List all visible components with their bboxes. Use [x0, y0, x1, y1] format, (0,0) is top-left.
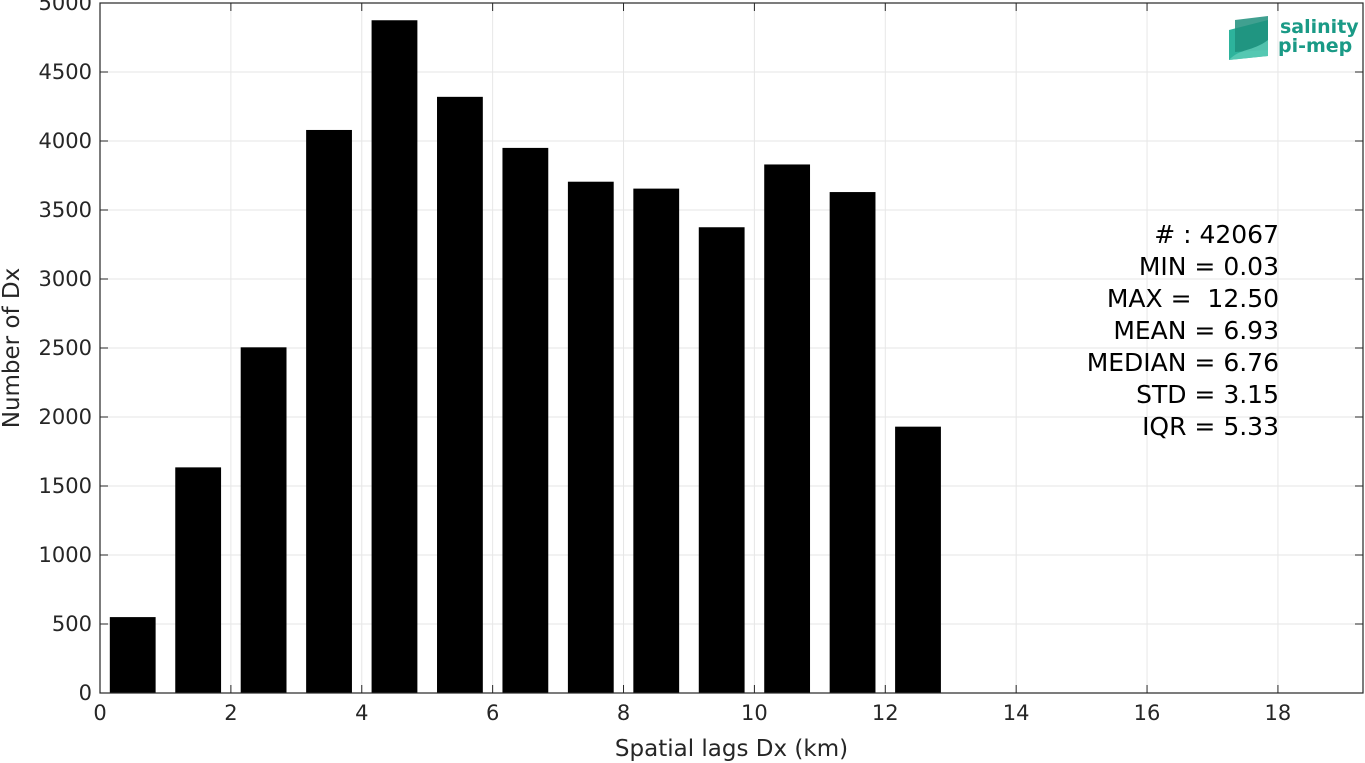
bar: [109, 617, 156, 693]
bar: [175, 467, 222, 693]
x-tick-label: 4: [355, 701, 368, 725]
bar: [698, 227, 745, 693]
x-tick-label: 2: [224, 701, 237, 725]
logo-mark-icon: [1229, 16, 1268, 60]
y-tick-label: 3500: [39, 198, 92, 222]
y-tick-label: 1500: [39, 474, 92, 498]
stats-line: MEAN = 6.93: [1113, 316, 1279, 345]
stats-line: MIN = 0.03: [1139, 252, 1279, 281]
ticks-group: 0 2 4 6 8 10 12 14 16 18 0 500 1000 1500 2000 2500 3000 3…: [39, 0, 1363, 725]
bar: [829, 192, 876, 693]
y-tick-label: 2000: [39, 405, 92, 429]
stats-line: MAX = 12.50: [1107, 284, 1279, 313]
y-tick-label: 4000: [39, 129, 92, 153]
y-tick-label: 5000: [39, 0, 92, 15]
y-tick-label: 1000: [39, 543, 92, 567]
x-tick-label: 8: [617, 701, 630, 725]
x-tick-label: 10: [741, 701, 768, 725]
logo-text-line2: pi-mep: [1278, 35, 1352, 57]
x-tick-label: 0: [93, 701, 106, 725]
salinity-pimep-logo: salinity pi-mep: [1229, 16, 1359, 60]
stats-line: IQR = 5.33: [1142, 412, 1279, 441]
x-tick-label: 14: [1003, 701, 1030, 725]
stats-line: MEDIAN = 6.76: [1087, 348, 1279, 377]
bar: [567, 181, 614, 693]
logo-text-line1: salinity: [1280, 16, 1359, 38]
y-tick-label: 2500: [39, 336, 92, 360]
y-axis-label: Number of Dx: [0, 268, 25, 429]
stats-line: STD = 3.15: [1136, 380, 1279, 409]
y-tick-label: 3000: [39, 267, 92, 291]
x-tick-label: 16: [1134, 701, 1161, 725]
stats-annotation: # : 42067 MIN = 0.03 MAX = 12.50 MEAN = 6.9…: [1087, 220, 1279, 441]
bar: [240, 347, 287, 693]
x-tick-label: 12: [872, 701, 899, 725]
bars-group: [109, 20, 941, 694]
bar: [371, 20, 418, 693]
bar: [437, 96, 483, 694]
stats-line: # : 42067: [1154, 220, 1279, 249]
bar: [502, 147, 549, 693]
x-axis-label: Spatial lags Dx (km): [615, 736, 848, 762]
x-tick-label: 6: [486, 701, 499, 725]
y-tick-label: 0: [79, 681, 92, 705]
bar: [764, 164, 811, 693]
y-tick-label: 500: [52, 612, 92, 636]
bar: [895, 426, 941, 693]
x-tick-label: 18: [1265, 701, 1292, 725]
bar: [633, 188, 680, 694]
bar: [306, 129, 352, 693]
y-tick-label: 4500: [39, 60, 92, 84]
